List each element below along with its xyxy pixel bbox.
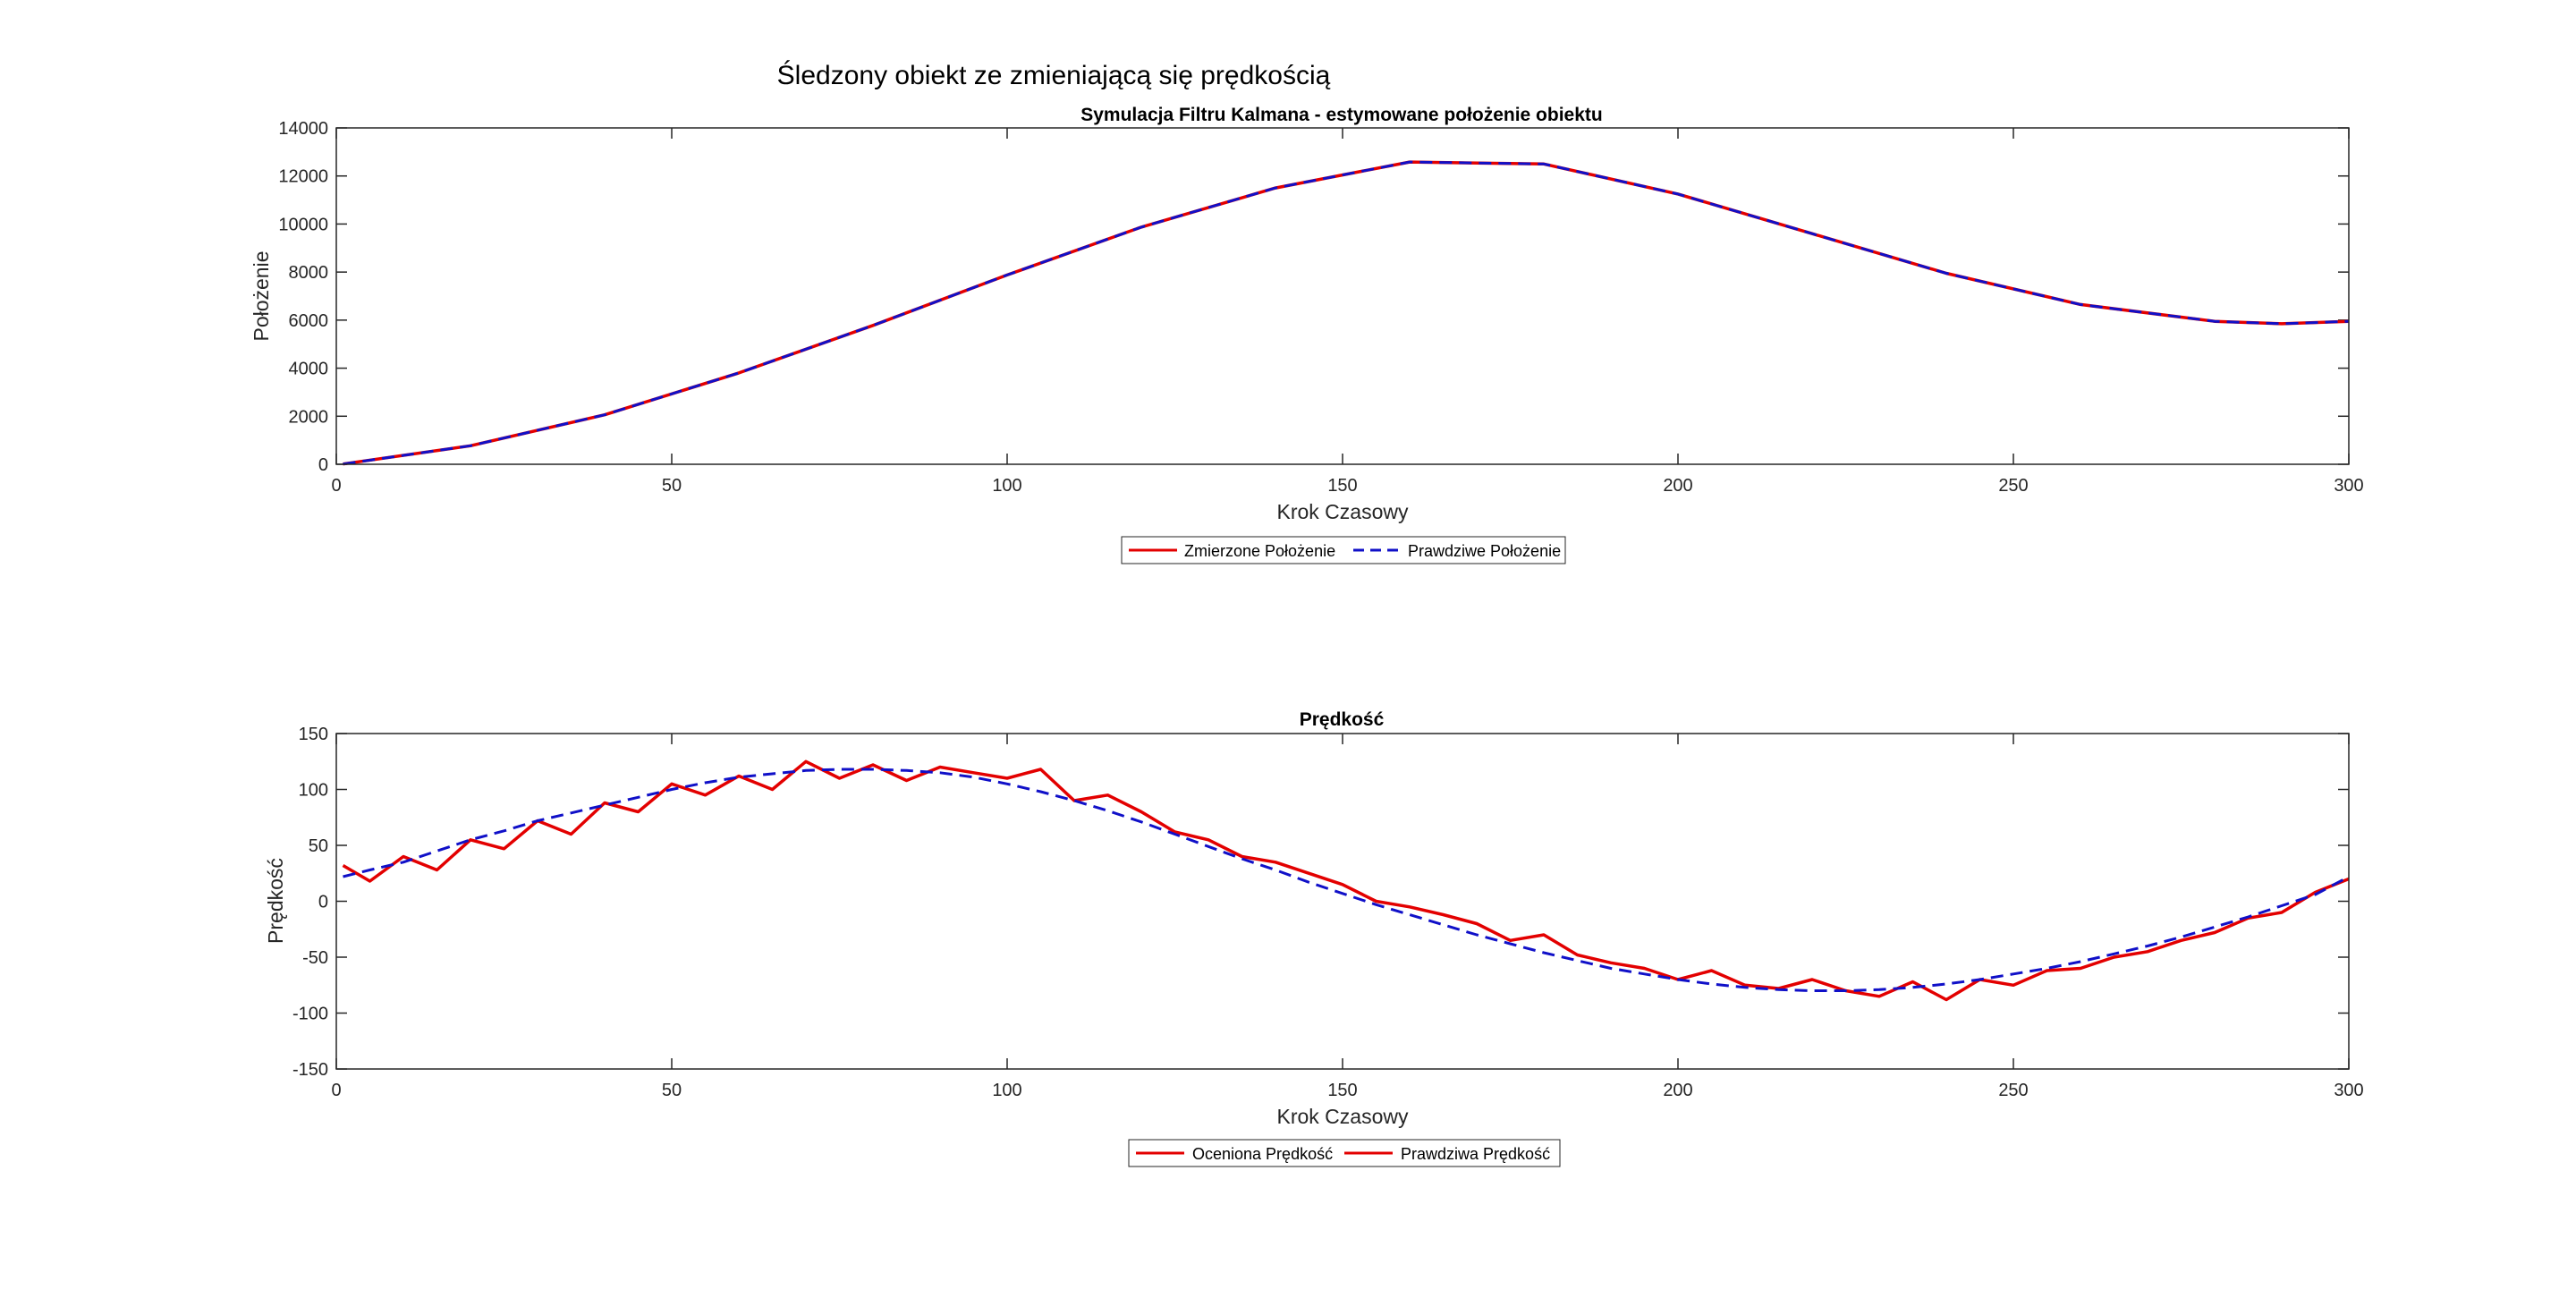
velocity-xtick-label: 0: [331, 1081, 341, 1100]
position-chart-frame: [335, 127, 2350, 465]
legend-box: [1121, 536, 1566, 564]
velocity-chart-series: [342, 759, 2350, 1002]
position-ytick-label: 0: [318, 455, 328, 475]
velocity-ytick-label: -150: [292, 1060, 328, 1080]
legend-label-measured-position: Zmierzone Położenie: [1184, 542, 1335, 560]
position-ytick-label: 12000: [278, 167, 328, 187]
position-xtick-label: 50: [662, 476, 682, 496]
velocity-ytick-label: 100: [299, 781, 328, 801]
velocity-xtick-label: 250: [1998, 1081, 2028, 1100]
velocity-xtick-label: 300: [2334, 1081, 2363, 1100]
position-xtick-label: 300: [2334, 476, 2363, 496]
velocity-xtick-label: 200: [1663, 1081, 1692, 1100]
position-xtick-label: 250: [1998, 476, 2028, 496]
position-series-1-line: [343, 160, 2350, 466]
position-series-0-line: [343, 160, 2350, 466]
position-ytick-label: 6000: [289, 311, 329, 331]
position-chart-title: Symulacja Filtru Kalmana - estymowane po…: [1080, 105, 1602, 125]
position-ytick-label: 10000: [278, 215, 328, 234]
position-chart-ylabel: Położenie: [250, 250, 273, 341]
velocity-chart: Prędkość 0 50 100 150 200 250 300 -150 -100 -50 0 5…: [264, 709, 2364, 1167]
velocity-chart-ylabel: Prędkość: [264, 858, 287, 944]
velocity-xtick-label: 150: [1327, 1081, 1357, 1100]
velocity-ytick-label: -50: [302, 948, 328, 968]
position-xtick-label: 100: [992, 476, 1021, 496]
legend-label-true-position: Prawdziwe Położenie: [1408, 542, 1561, 560]
figure-title: Śledzony obiekt ze zmieniającą się prędk…: [777, 60, 1331, 90]
velocity-ytick-label: -100: [292, 1005, 328, 1024]
velocity-chart-ticks: 0 50 100 150 200 250 300 -150 -100 -50 0 50 100 150: [292, 725, 2364, 1100]
position-xtick-label: 0: [331, 476, 341, 496]
velocity-ytick-label: 50: [309, 836, 328, 856]
position-ytick-label: 14000: [278, 119, 328, 139]
legend-label-estimated-velocity: Oceniona Prędkość: [1192, 1145, 1333, 1163]
position-ytick-label: 8000: [289, 263, 329, 283]
legend-label-true-velocity: Prawdziwa Prędkość: [1401, 1145, 1550, 1163]
velocity-chart-legend: Oceniona Prędkość Prawdziwa Prędkość: [1128, 1139, 1561, 1167]
position-ytick-label: 4000: [289, 360, 329, 379]
position-xtick-label: 150: [1327, 476, 1357, 496]
velocity-series-1-line: [343, 768, 2350, 992]
velocity-ytick-label: 0: [318, 893, 328, 912]
position-chart-xlabel: Krok Czasowy: [1277, 500, 1409, 523]
velocity-chart-xlabel: Krok Czasowy: [1277, 1105, 1409, 1128]
position-chart-legend: Zmierzone Położenie Prawdziwe Położenie: [1121, 536, 1566, 564]
velocity-series-0-line: [342, 759, 2350, 1002]
position-chart-ticks: 0 50 100 150 200 250 300 0 2000 4000 6000 8000 10000…: [278, 119, 2363, 496]
velocity-xtick-label: 50: [662, 1081, 682, 1100]
velocity-chart-frame: [335, 733, 2350, 1070]
velocity-xtick-label: 100: [992, 1081, 1021, 1100]
velocity-ytick-label: 150: [299, 725, 328, 744]
position-ytick-label: 2000: [289, 407, 329, 427]
position-chart-series: [343, 160, 2350, 466]
position-chart: Symulacja Filtru Kalmana - estymowane po…: [250, 105, 2364, 564]
velocity-chart-title: Prędkość: [1300, 709, 1385, 730]
position-xtick-label: 200: [1663, 476, 1692, 496]
